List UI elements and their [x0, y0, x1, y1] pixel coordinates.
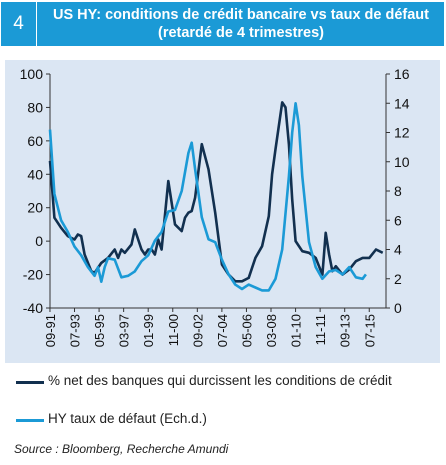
x-tick-label: 11-11	[313, 314, 328, 345]
right-tick-label: 12	[394, 125, 410, 141]
legend-label-default-rate: HY taux de défaut (Ech.d.)	[48, 411, 207, 426]
series-line-credit-conditions	[48, 101, 384, 283]
right-tick-label: 4	[394, 242, 402, 258]
right-tick-label: 14	[394, 95, 410, 111]
chart-header: 4 US HY: conditions de crédit bancaire v…	[1, 2, 444, 46]
x-tick-label: 01-99	[141, 314, 156, 347]
left-tick-label: 60	[27, 133, 43, 149]
x-tick-label: 09-91	[43, 314, 58, 347]
right-tick-label: 0	[394, 300, 402, 316]
right-tick-label: 8	[394, 183, 402, 199]
right-tick-label: 10	[394, 154, 410, 170]
x-tick-label: 05-06	[239, 314, 254, 347]
x-tick-label: 09-02	[190, 314, 205, 347]
figure-number: 4	[1, 2, 37, 46]
left-tick-label: 100	[20, 66, 44, 82]
right-tick-label: 2	[394, 271, 402, 287]
chart-title: US HY: conditions de crédit bancaire vs …	[52, 7, 429, 41]
left-tick-label: 0	[35, 233, 43, 249]
left-tick-label: -20	[23, 267, 43, 283]
x-tick-label: 07-04	[215, 314, 230, 347]
series-line-default-rate	[48, 102, 367, 292]
x-tick-label: 07-15	[362, 314, 377, 347]
x-tick-label: 09-13	[338, 314, 353, 347]
x-tick-label: 01-10	[289, 314, 304, 347]
left-tick-label: 20	[27, 200, 43, 216]
right-tick-label: 6	[394, 212, 402, 228]
plot-background	[5, 60, 440, 363]
x-tick-label: 07-93	[68, 314, 83, 347]
left-tick-label: 40	[27, 166, 43, 182]
x-tick-label: 03-08	[264, 314, 279, 347]
legend-swatch-credit-conditions	[16, 381, 44, 384]
legend-label-credit-conditions: % net des banques qui durcissent les con…	[48, 373, 392, 388]
left-tick-label: -40	[23, 300, 43, 316]
legend-swatch-default-rate	[16, 419, 44, 422]
source-note: Source : Bloomberg, Recherche Amundi	[14, 442, 229, 456]
x-tick-label: 05-95	[92, 314, 107, 347]
x-tick-label: 11-00	[166, 314, 181, 346]
x-tick-label: 03-97	[117, 314, 132, 347]
right-tick-label: 16	[394, 66, 410, 82]
left-tick-label: 80	[27, 99, 43, 115]
